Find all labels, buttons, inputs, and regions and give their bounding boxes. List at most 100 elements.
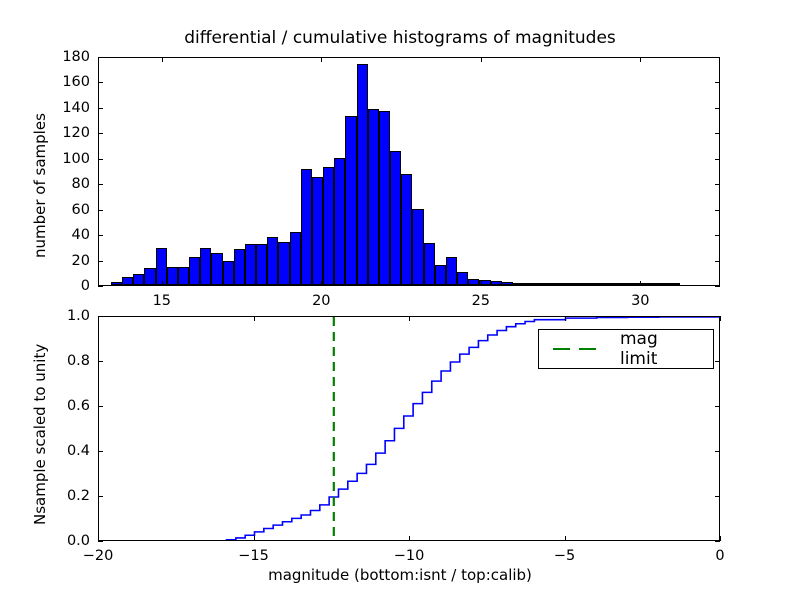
bottom-panel-xtick-top (564, 316, 566, 321)
cumulative-curve-svg (225, 317, 719, 540)
top-panel-xtick-label: 20 (312, 293, 331, 309)
top-panel-ytick (98, 286, 103, 287)
top-panel-ytick-right (715, 133, 720, 135)
top-panel-ytick-label: 0 (80, 278, 90, 294)
histogram-bar (189, 257, 201, 285)
bottom-panel-xtick-label: −5 (553, 548, 576, 564)
bottom-panel-ytick-right (715, 451, 720, 452)
top-panel-ytick (98, 209, 103, 211)
cumulative-curve (225, 317, 719, 540)
histogram-bar (155, 248, 167, 285)
bottom-panel-ytick (98, 496, 103, 497)
bottom-panel-ytick-label: 0.4 (66, 443, 90, 459)
histogram-bar (378, 110, 391, 285)
histogram-bar (289, 231, 301, 285)
bottom-panel-ytick-label: 0.2 (66, 488, 90, 504)
histogram-bar (311, 176, 324, 285)
top-panel-ytick-label: 140 (62, 99, 90, 116)
bottom-panel-xtick-top (98, 316, 99, 321)
histogram-bar (445, 257, 458, 285)
histogram-bar (468, 278, 480, 285)
bottom-panel-xtick (564, 536, 566, 541)
bottom-panel-ytick (98, 406, 103, 407)
top-panel-ylabel: number of samples (31, 113, 49, 258)
histogram-bar (535, 283, 547, 285)
histogram-bar (334, 157, 346, 285)
top-panel-axes (98, 57, 720, 286)
mag-limit-line-swatch-icon (553, 342, 604, 356)
bottom-panel-ytick (98, 541, 103, 542)
bottom-panel-xtick (98, 536, 99, 541)
top-panel-ytick (98, 107, 103, 109)
histogram-bar (579, 283, 591, 285)
top-panel-xtick-top (480, 57, 482, 62)
bottom-panel-xtick (720, 536, 721, 541)
top-panel-xtick-top (161, 57, 163, 62)
top-panel-ytick (98, 133, 103, 135)
top-panel-ytick-label: 40 (71, 227, 90, 244)
histogram-bar (166, 267, 178, 285)
top-panel-ytick-right (715, 184, 720, 186)
bottom-panel-ytick-label: 0.8 (66, 353, 90, 369)
top-panel-ytick-label: 160 (62, 74, 90, 91)
histogram-bar (356, 63, 368, 285)
bottom-panel-ylabel: Nsample scaled to unity (31, 343, 49, 525)
histogram-bar (613, 283, 625, 285)
bottom-panel-ytick-right (715, 361, 720, 362)
bottom-panel-xtick-label: 0 (715, 548, 725, 564)
histogram-bar (278, 241, 290, 285)
histogram-bar (211, 253, 223, 285)
histogram-bar (479, 279, 491, 285)
top-panel-ytick-label: 180 (62, 49, 90, 65)
top-panel-ytick-right (715, 260, 720, 262)
bottom-panel-xtick-label: −10 (393, 548, 425, 564)
top-panel-xtick (161, 281, 163, 286)
legend-entry-label: mag limit (619, 329, 658, 369)
histogram-bar (591, 283, 603, 285)
histogram-bar (323, 166, 335, 285)
bottom-panel-ytick-label: 1.0 (66, 308, 90, 324)
histogram-bar (490, 281, 502, 285)
histogram-bar (557, 283, 569, 285)
top-panel-xtick (640, 281, 642, 286)
top-panel-ytick-label: 60 (71, 201, 90, 218)
top-panel-ytick-right (715, 158, 720, 160)
top-panel-ytick (98, 57, 103, 58)
top-panel-ytick (98, 158, 103, 160)
histogram-bar (568, 283, 580, 285)
histogram-bar (646, 283, 658, 285)
histogram-bar (412, 208, 424, 285)
bottom-panel-xtick (253, 536, 255, 541)
histogram-bar (457, 272, 469, 285)
top-panel-xtick-label: 25 (471, 293, 491, 309)
top-panel-ytick-right (715, 235, 720, 237)
top-panel-ytick (98, 235, 103, 237)
figure-title: differential / cumulative histograms of … (184, 28, 616, 48)
histogram-bar (367, 109, 379, 285)
histogram-bar (244, 244, 257, 285)
histogram-bar (512, 283, 525, 285)
top-panel-ytick-right (715, 286, 720, 287)
histogram-bar (300, 169, 312, 285)
histogram-bar (222, 260, 234, 285)
bottom-panel-xtick-label: −15 (238, 548, 269, 564)
bottom-panel-ytick (98, 451, 103, 452)
histogram-bar (267, 236, 279, 285)
histogram-bar (624, 283, 636, 285)
bottom-panel-ytick-right (715, 316, 720, 317)
top-panel-ytick-right (715, 57, 720, 58)
top-panel-xtick-label: 15 (152, 293, 172, 309)
histogram-bar (602, 283, 614, 285)
bottom-panel-ytick (98, 361, 103, 362)
top-panel-ytick-label: 120 (62, 125, 90, 142)
histogram-bar (345, 115, 357, 285)
top-panel-ytick (98, 82, 103, 84)
histogram-bar (122, 277, 134, 285)
top-panel-ytick (98, 260, 103, 262)
histogram-bar (256, 244, 268, 285)
top-panel-ytick-label: 100 (62, 150, 90, 167)
bottom-panel-xtick-top (409, 316, 410, 321)
bottom-panel-ytick-label: 0.0 (66, 533, 90, 549)
histogram-bar (200, 248, 212, 285)
bottom-panel-ytick-right (715, 496, 720, 497)
